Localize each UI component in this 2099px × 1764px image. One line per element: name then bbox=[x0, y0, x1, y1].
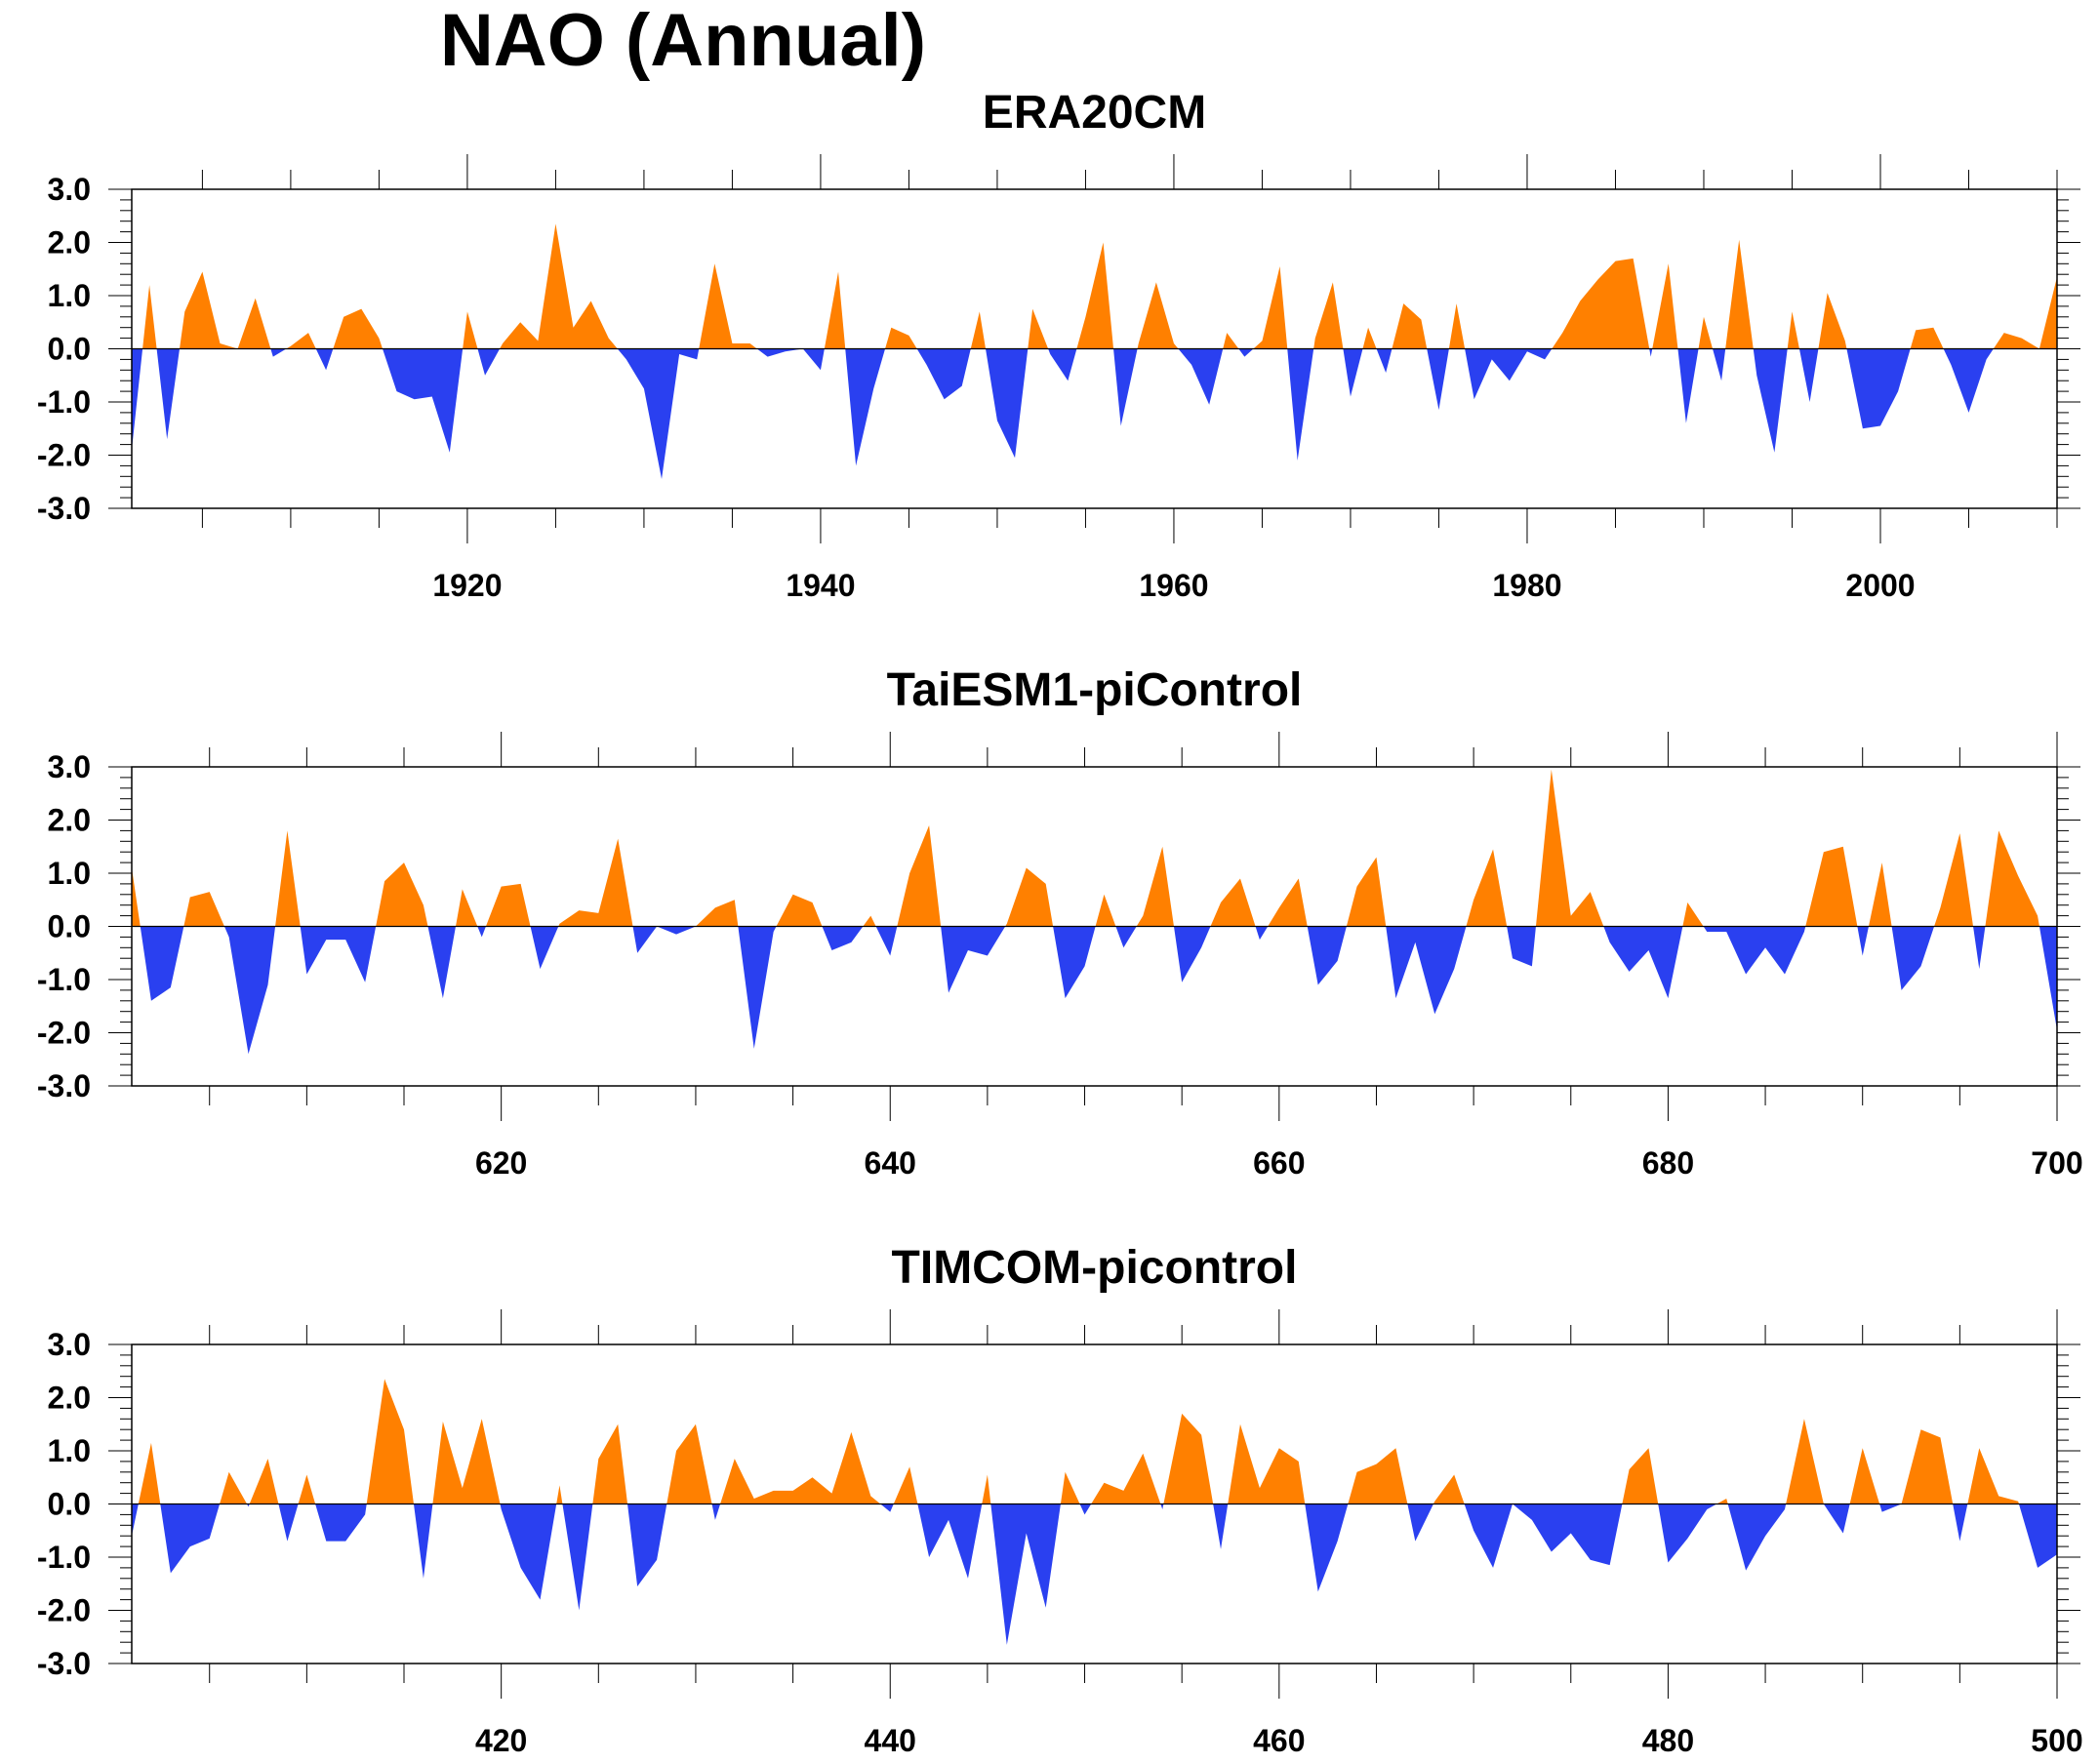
y-tick-label: 1.0 bbox=[48, 856, 91, 891]
y-tick-label: -2.0 bbox=[37, 1016, 91, 1051]
panel-title: ERA20CM bbox=[983, 87, 1206, 139]
y-tick-label: -2.0 bbox=[37, 438, 91, 473]
panel-title: TIMCOM-picontrol bbox=[892, 1242, 1298, 1294]
y-tick-label: 0.0 bbox=[48, 332, 91, 367]
y-tick-label: -2.0 bbox=[37, 1593, 91, 1628]
x-tick-label: 680 bbox=[1642, 1145, 1694, 1181]
panel-era20cm: ERA20CM 3.0 2.0 1.0 0.0 -1.0 -2.0 -3.0 1920 1940 1… bbox=[37, 87, 2080, 603]
y-tick-label: 1.0 bbox=[48, 278, 91, 313]
y-tick-label: 3.0 bbox=[48, 1327, 91, 1362]
y-tick-label: 0.0 bbox=[48, 1487, 91, 1522]
x-tick-label: 660 bbox=[1253, 1145, 1305, 1181]
y-tick-label: -3.0 bbox=[37, 1068, 91, 1103]
x-tick-label: 500 bbox=[2031, 1723, 2082, 1758]
negative-area bbox=[132, 348, 2057, 480]
negative-area bbox=[132, 1503, 2057, 1645]
x-tick-label: 2000 bbox=[1845, 568, 1915, 603]
x-tick-label: 640 bbox=[865, 1145, 916, 1181]
positive-area bbox=[132, 1379, 2057, 1504]
y-tick-label: -1.0 bbox=[37, 962, 91, 997]
x-tick-label: 1960 bbox=[1139, 568, 1208, 603]
positive-area bbox=[132, 223, 2057, 349]
y-tick-label: 2.0 bbox=[48, 225, 91, 261]
negative-area bbox=[132, 926, 2057, 1055]
y-tick-label: -1.0 bbox=[37, 384, 91, 420]
x-tick-label: 460 bbox=[1253, 1723, 1305, 1758]
y-tick-label: -3.0 bbox=[37, 491, 91, 526]
y-tick-label: 1.0 bbox=[48, 1433, 91, 1468]
x-tick-label: 480 bbox=[1642, 1723, 1694, 1758]
x-tick-label: 1940 bbox=[786, 568, 855, 603]
y-tick-label: -3.0 bbox=[37, 1646, 91, 1681]
panel-title: TaiESM1-piControl bbox=[887, 664, 1303, 716]
y-tick-label: 2.0 bbox=[48, 803, 91, 838]
y-tick-label: 3.0 bbox=[48, 749, 91, 784]
y-tick-label: 0.0 bbox=[48, 909, 91, 944]
y-tick-label: -1.0 bbox=[37, 1540, 91, 1575]
x-tick-label: 420 bbox=[475, 1723, 527, 1758]
y-tick-label: 3.0 bbox=[48, 172, 91, 207]
panel-taiesm1-picontrol: TaiESM1-piControl 3.0 2.0 1.0 0.0 -1.0 -2.0 -3.… bbox=[37, 664, 2083, 1181]
y-tick-label: 2.0 bbox=[48, 1381, 91, 1416]
positive-area bbox=[132, 769, 2057, 927]
x-tick-label: 620 bbox=[475, 1145, 527, 1181]
x-tick-label: 1980 bbox=[1492, 568, 1561, 603]
x-tick-label: 700 bbox=[2031, 1145, 2082, 1181]
page-title: NAO (Annual) bbox=[439, 0, 927, 82]
x-tick-label: 1920 bbox=[432, 568, 502, 603]
panel-timcom-picontrol: TIMCOM-picontrol 3.0 2.0 1.0 0.0 -1.0 -2.0 -3.0… bbox=[37, 1242, 2083, 1758]
x-tick-label: 440 bbox=[865, 1723, 916, 1758]
